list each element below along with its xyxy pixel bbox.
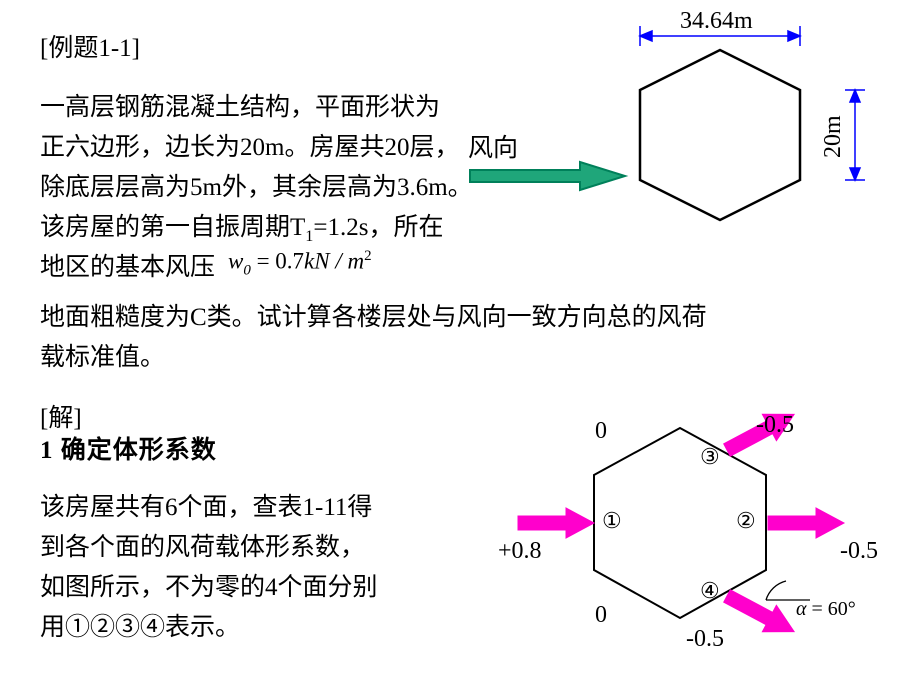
- label-alpha: α = 60°: [796, 598, 856, 621]
- arrow-right-icon: [768, 508, 844, 538]
- label-c4: ④: [700, 578, 720, 604]
- alpha-eq: = 60°: [807, 598, 856, 620]
- bottom-diagram: [0, 0, 920, 690]
- label-br-val: -0.5: [686, 626, 724, 653]
- alpha-symbol: α: [796, 598, 807, 620]
- arrow-br-icon: [720, 583, 801, 645]
- label-bl-zero: 0: [595, 602, 607, 629]
- label-c1: ①: [602, 508, 622, 534]
- label-tl-zero: 0: [595, 418, 607, 445]
- label-left-val: +0.8: [498, 538, 542, 565]
- angle-arc: [766, 581, 786, 600]
- label-c3: ③: [700, 444, 720, 470]
- arrow-left-icon: [518, 508, 594, 538]
- label-c2: ②: [736, 508, 756, 534]
- label-right-val: -0.5: [840, 538, 878, 565]
- label-tr-val: -0.5: [756, 412, 794, 439]
